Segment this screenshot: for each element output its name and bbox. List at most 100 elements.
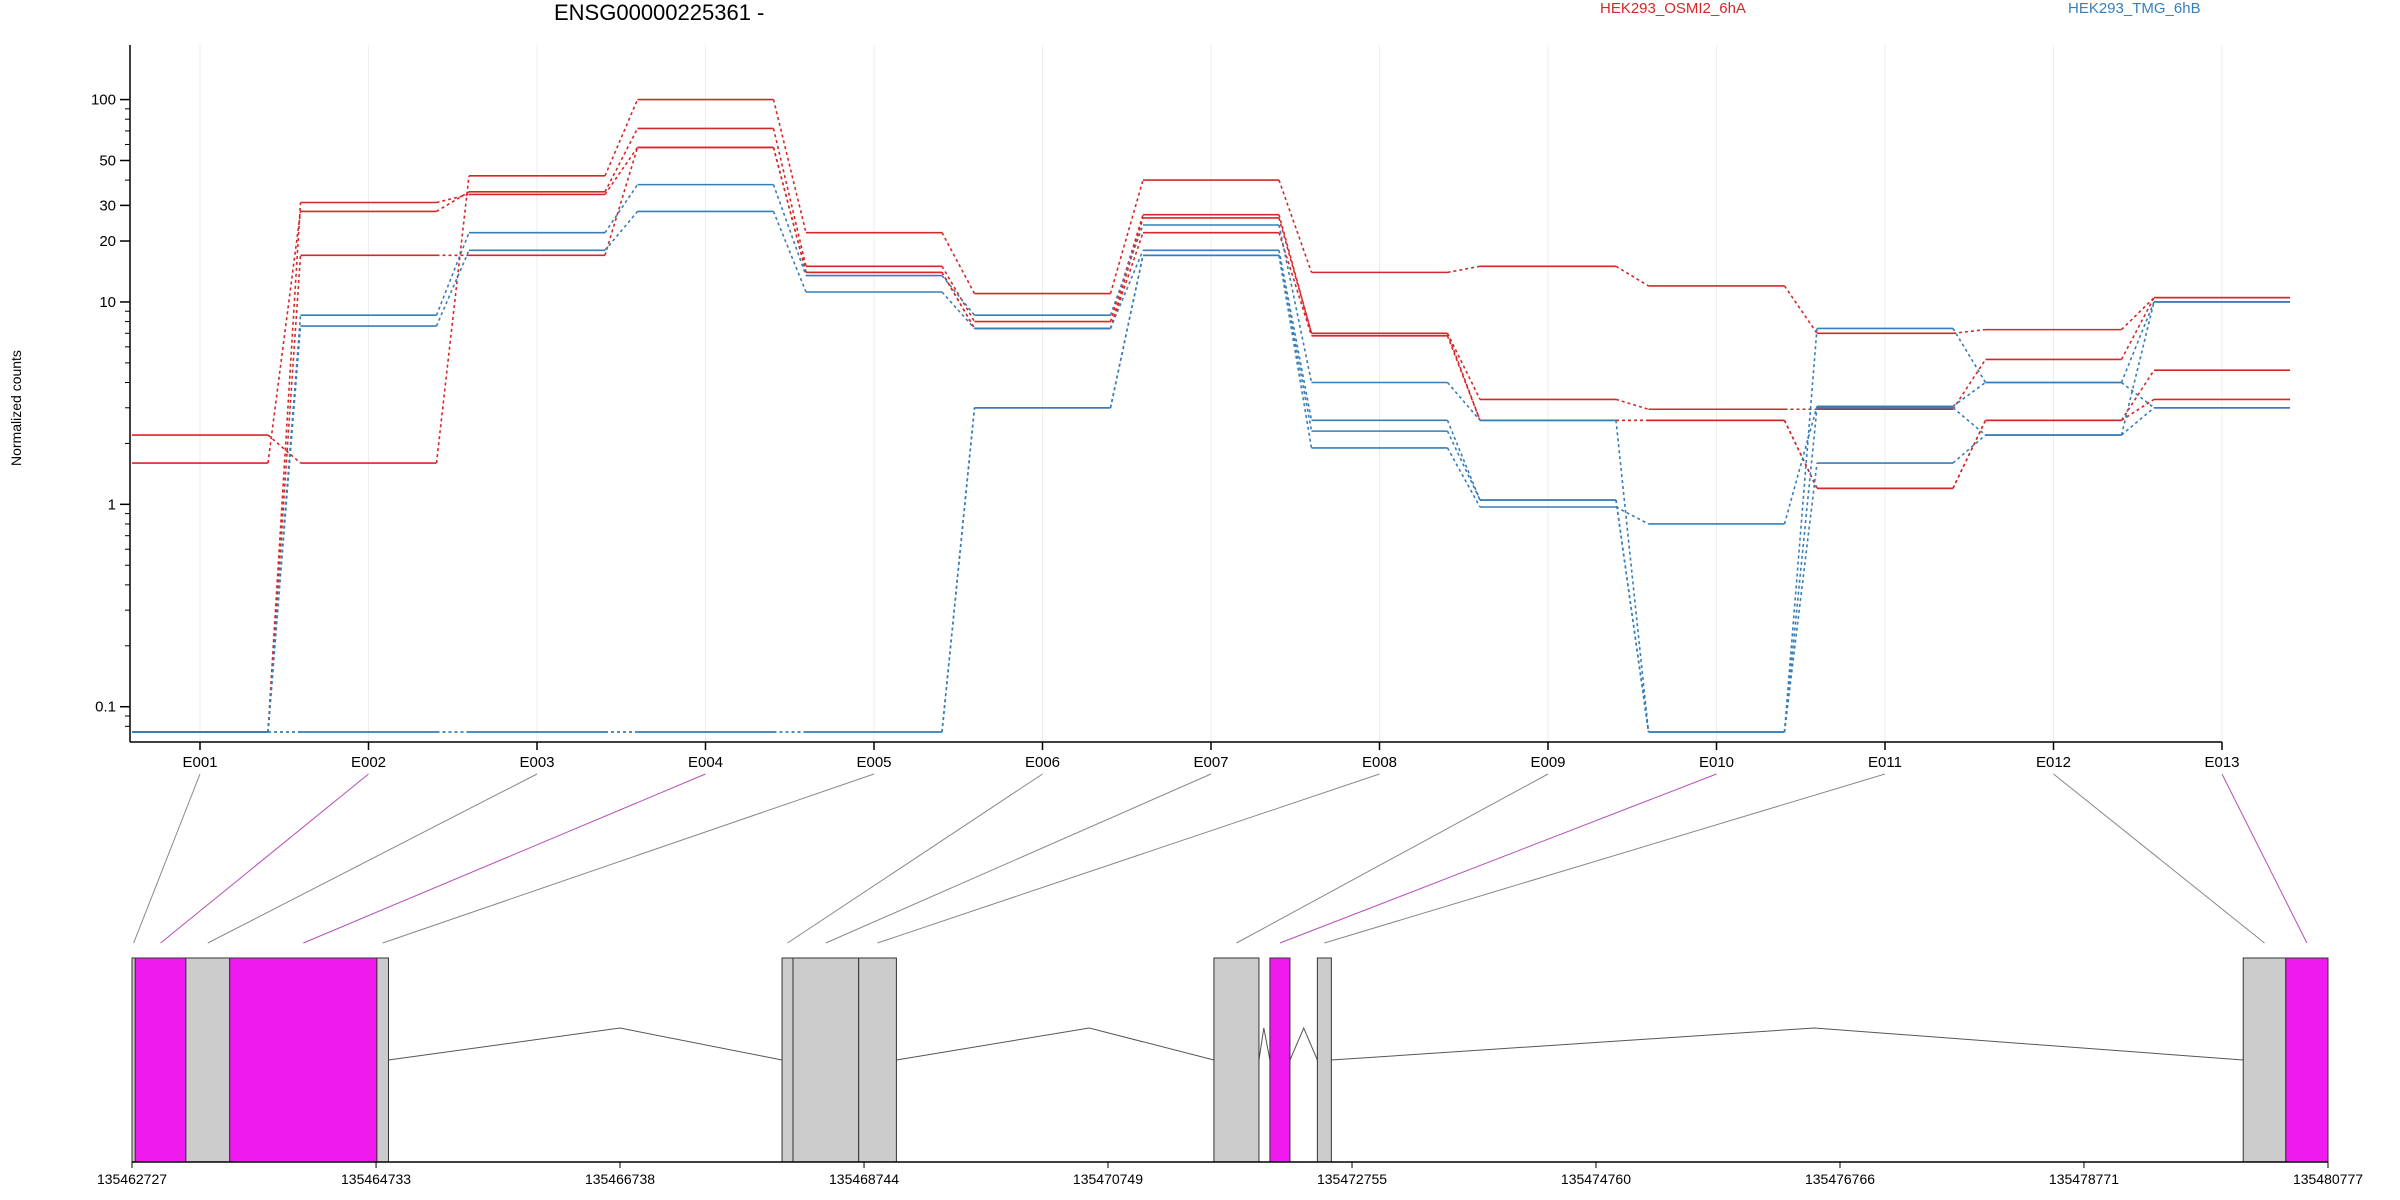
exon-bin [792,957,860,1163]
legend-entry-tmg: HEK293_TMG_6hB [2068,0,2201,17]
series-transition [772,184,807,276]
legend-entry-osmi2: HEK293_OSMI2_6hA [1600,0,1746,17]
series-transition [941,271,976,329]
series-transition [1615,420,1650,733]
genomic-tick-label: 135474760 [1561,1171,1631,1187]
genomic-tick-label: 135478771 [2049,1171,2119,1187]
y-tick-label: 10 [99,294,116,311]
genomic-tick-label: 135466738 [585,1171,655,1187]
series-transition [1446,447,1481,508]
genomic-tick-label: 135472755 [1317,1171,1387,1187]
x-tick-label: E013 [2204,754,2239,771]
series-transition [941,265,976,322]
series-transition [1783,285,1818,334]
series-transition [1952,358,1987,410]
exon-bin [781,957,794,1163]
exon-bin [376,957,389,1163]
x-tick-label: E004 [688,754,723,771]
series-transition [2120,407,2155,436]
genomic-tick-label: 135470749 [1073,1171,1143,1187]
y-tick-label: 0.1 [95,699,116,716]
axes: 0.1 1 10 20 30 50 100 E001 E002 E003 E004 E005 E006 E… [91,45,2240,771]
series-transition [435,249,470,327]
series-6 [132,210,2290,733]
series-transition [1278,217,1313,334]
exon-connector [207,773,538,944]
exon-connector [133,773,201,944]
x-tick-label: E009 [1530,754,1565,771]
series-transition [1446,420,1481,501]
series-transition [941,291,976,329]
series-transition [1446,332,1481,400]
exon-connector [382,773,875,944]
exon-bin [229,957,378,1163]
series-transition [1278,214,1313,334]
series-transition [1278,179,1313,273]
series-transition [1109,249,1144,329]
exon-connectors [133,773,2308,944]
series-transition [2120,297,2155,331]
chart-title: ENSG00000225361 - [554,0,765,25]
series-transition [1446,430,1481,501]
series-transition [1109,224,1144,316]
exon-connector [787,773,1043,944]
series-transition [1278,232,1313,337]
genomic-tick-label: 135476766 [1805,1171,1875,1187]
series-transition [1278,255,1313,449]
series-transition [2121,381,2155,409]
exon-connector [2221,773,2308,944]
series-transition [1783,407,1818,733]
y-tick-label: 100 [91,92,116,109]
series-transition [1446,381,1481,421]
series-transition [1109,217,1144,329]
series-transition [941,232,976,294]
series-transition [1109,179,1144,294]
series-transition [1447,265,1481,274]
series-transition [1783,462,1818,733]
series-transition [604,99,639,177]
x-tick-label: E012 [2036,754,2071,771]
series-transition [1278,224,1313,383]
exon-connector [1236,773,1549,944]
genomic-tick-label: 135480777 [2293,1171,2363,1187]
x-tick-label: E008 [1362,754,1397,771]
exon-bin [1316,957,1332,1163]
series-transition [267,255,302,733]
series-transition [604,184,639,234]
series-transition [267,434,302,464]
series-transition [2120,297,2155,360]
series-transition [1952,434,1987,464]
exon-connector [160,773,369,944]
series-transition [435,232,470,316]
series-transition [1952,328,1987,383]
series-transition [2121,398,2155,422]
genomic-tick-label: 135468744 [829,1171,899,1187]
exon-bin [134,957,187,1163]
series-transition [1615,265,1649,287]
grid [199,45,2223,742]
series-transition [2120,301,2155,436]
intron [1258,1027,1271,1061]
exon-connector [1324,773,1886,944]
series-lines [132,98,2290,733]
series-transition [604,128,639,193]
x-tick-label: E002 [351,754,386,771]
exon-connector [303,773,706,944]
exon-bin [2285,957,2329,1163]
series-transition [1783,328,1818,733]
series-transition [1109,255,1144,408]
series-transition [772,211,807,293]
series-transition [1783,420,1818,489]
genomic-tick-label: 135462727 [97,1171,167,1187]
series-transition [1615,506,1649,525]
y-tick-label: 30 [99,197,116,214]
exon-connector [877,773,1380,944]
x-tick-label: E005 [856,754,891,771]
series-transition [1952,328,1986,335]
intron [896,1027,1215,1061]
series-transition [941,275,976,316]
gene-model: 135462727 135464733 135466738 135468744 1354… [97,957,2363,1187]
y-tick-label: 1 [108,496,116,513]
series-transition [1783,406,1818,525]
